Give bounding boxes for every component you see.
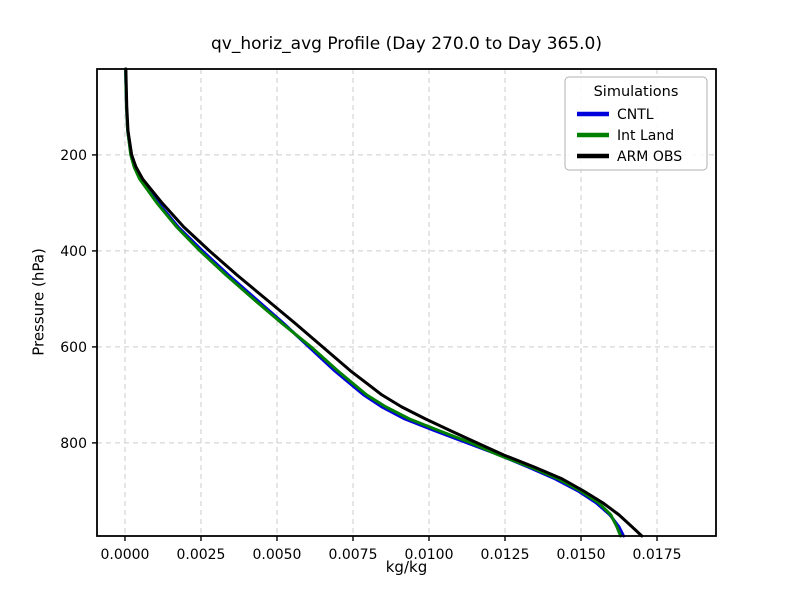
series-line-int-land xyxy=(124,67,623,538)
x-tick-label: 0.0125 xyxy=(481,547,530,563)
x-tick-label: 0.0050 xyxy=(252,547,301,563)
x-tick-label: 0.0175 xyxy=(633,547,682,563)
series-line-arm-obs xyxy=(124,67,644,538)
plot-frame xyxy=(96,68,717,537)
legend: Simulations CNTL Int Land ARM OBS xyxy=(564,76,708,171)
legend-label: ARM OBS xyxy=(617,149,682,165)
y-tick-label: 600 xyxy=(60,340,87,356)
x-axis-label: kg/kg xyxy=(385,558,428,576)
series-line-cntl xyxy=(124,67,626,538)
y-tick-label: 800 xyxy=(60,436,87,452)
legend-title: Simulations xyxy=(594,84,679,100)
legend-label: CNTL xyxy=(617,107,654,123)
legend-label: Int Land xyxy=(617,128,674,144)
x-tick-label: 0.0150 xyxy=(557,547,606,563)
x-tick-label: 0.0025 xyxy=(176,547,225,563)
x-tick-label: 0.0000 xyxy=(100,547,149,563)
legend-box xyxy=(564,76,708,171)
x-tick-label: 0.0100 xyxy=(404,547,453,563)
y-tick-label: 400 xyxy=(60,244,87,260)
y-axis-label: Pressure (hPa) xyxy=(29,248,48,356)
chart-title: qv_horiz_avg Profile (Day 270.0 to Day 3… xyxy=(210,34,603,54)
y-tick-label: 200 xyxy=(60,148,87,164)
x-tick-label: 0.0075 xyxy=(328,547,377,563)
